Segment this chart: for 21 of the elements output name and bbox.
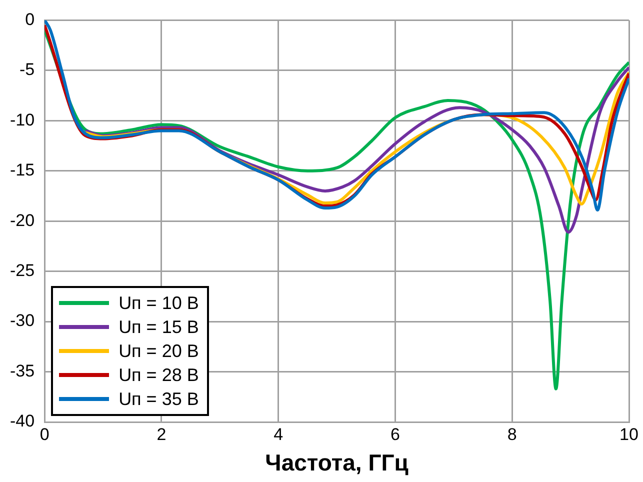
x-tick-label: 4 <box>274 424 284 444</box>
y-tick-label: -20 <box>10 210 35 230</box>
x-tick-label: 6 <box>390 424 400 444</box>
x-tick-label: 0 <box>40 424 50 444</box>
y-tick-label: -25 <box>10 261 35 280</box>
x-tick-label: 10 <box>620 424 638 444</box>
y-tick-label: -15 <box>10 160 35 180</box>
y-tick-label: -40 <box>10 412 35 431</box>
y-tick-label: -30 <box>10 311 35 330</box>
legend-label: Uп = 10 В <box>118 292 199 314</box>
legend-label: Uп = 15 В <box>118 316 199 338</box>
x-tick-label: 8 <box>507 424 517 444</box>
x-axis-title: Частота, ГГц <box>265 450 408 476</box>
y-tick-label: -35 <box>10 361 35 380</box>
legend-label: Uп = 28 В <box>118 364 199 386</box>
y-tick-label: -10 <box>10 110 35 130</box>
legend-label: Uп = 20 В <box>118 340 199 362</box>
y-tick-label: 0 <box>25 10 35 29</box>
y-tick-label: -5 <box>19 60 35 80</box>
legend-label: Uп = 35 В <box>118 388 199 410</box>
x-tick-label: 2 <box>156 424 166 444</box>
